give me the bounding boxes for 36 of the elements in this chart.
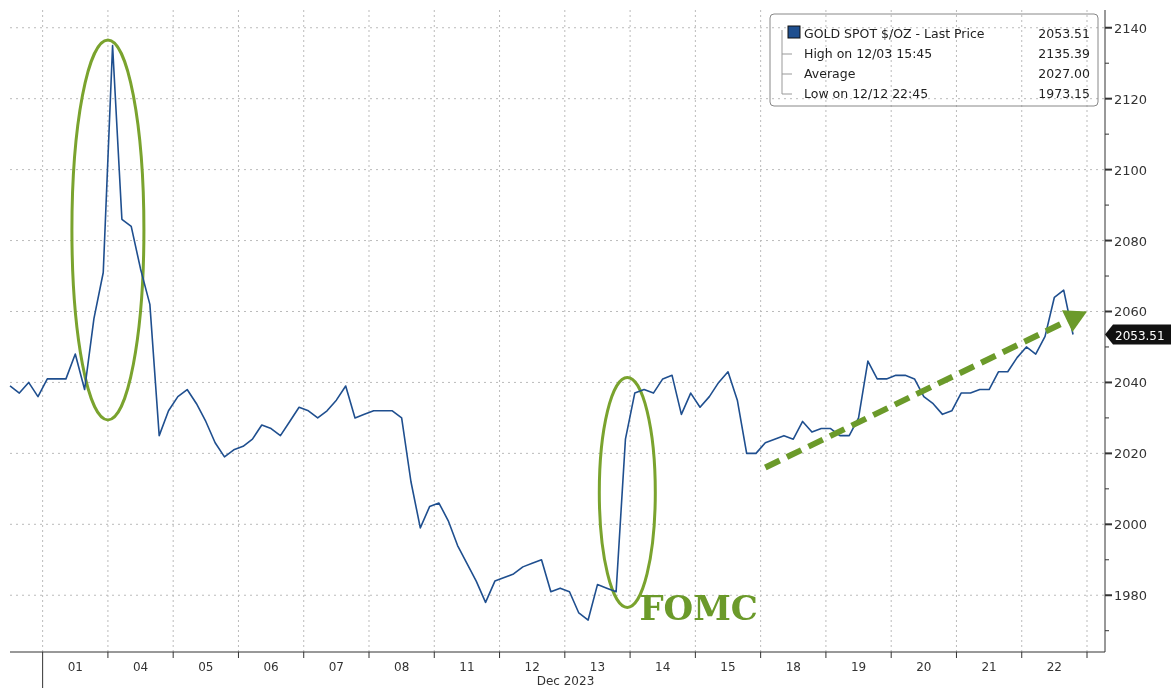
x-tick-label: 20 xyxy=(916,660,932,674)
x-tick-label: 13 xyxy=(589,660,606,674)
y-tick-label: 2060 xyxy=(1114,304,1148,320)
x-axis-title: Dec 2023 xyxy=(536,674,595,688)
x-tick-label: 04 xyxy=(132,660,149,674)
annotation: 2135.39 xyxy=(1038,46,1091,61)
x-tick-label: 15 xyxy=(720,660,736,674)
x-tick-label: 14 xyxy=(655,660,671,674)
y-tick-label: 2080 xyxy=(1114,233,1148,249)
y-tick-label: 2000 xyxy=(1114,517,1148,533)
x-tick-label: 22 xyxy=(1046,660,1063,674)
x-tick-label: 08 xyxy=(394,660,410,674)
annotation: Low on 12/12 22:45 xyxy=(804,86,929,101)
y-tick-label: 2140 xyxy=(1114,20,1148,36)
y-tick-label: 2020 xyxy=(1114,446,1148,462)
x-tick-label: 05 xyxy=(198,660,214,674)
x-tick-label: 07 xyxy=(328,660,345,674)
y-tick-label: 2120 xyxy=(1114,91,1148,107)
annotation: FOMC xyxy=(639,587,758,628)
y-tick-label: 2040 xyxy=(1114,375,1148,391)
annotation: 1973.15 xyxy=(1038,86,1090,101)
annotation: High on 12/03 15:45 xyxy=(804,46,933,61)
legend-label: GOLD SPOT $/OZ - Last Price xyxy=(804,26,985,41)
x-tick-label: 11 xyxy=(459,660,475,674)
x-tick-label: 21 xyxy=(981,660,997,674)
y-tick-label: 1980 xyxy=(1114,588,1148,604)
x-tick-label: 18 xyxy=(785,660,801,674)
y-tick-label: 2100 xyxy=(1114,162,1148,178)
annotation: Average xyxy=(804,66,856,81)
x-tick-label: 19 xyxy=(850,660,867,674)
x-tick-label: 12 xyxy=(524,660,540,674)
text: 2053.51 xyxy=(1115,328,1165,343)
x-tick-label: 01 xyxy=(67,660,83,674)
x-tick-label: 06 xyxy=(263,660,279,674)
annotation: 2053.51 xyxy=(1038,26,1090,41)
annotation: 2027.00 xyxy=(1038,66,1091,81)
